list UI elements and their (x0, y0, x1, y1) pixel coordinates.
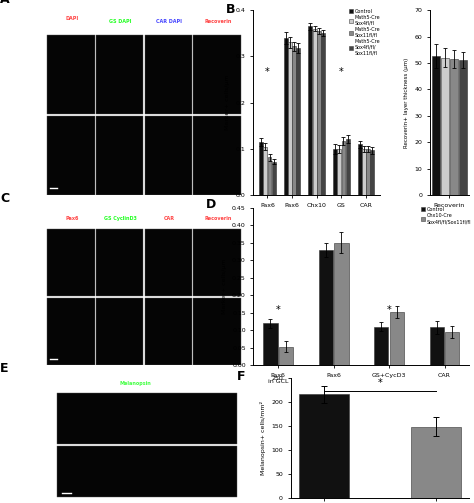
Text: *: * (265, 67, 270, 77)
FancyBboxPatch shape (96, 298, 143, 365)
Text: Control: Control (22, 256, 26, 270)
Bar (374, 326, 389, 365)
Text: F: F (237, 370, 246, 383)
Text: D: D (206, 198, 216, 211)
FancyBboxPatch shape (145, 116, 192, 195)
Legend: Control, Chx10-Cre
Sox4fl/fl/Sox11fl/fl: Control, Chx10-Cre Sox4fl/fl/Sox11fl/fl (421, 207, 471, 224)
Text: *: * (377, 378, 382, 388)
Text: C: C (0, 192, 9, 205)
Y-axis label: Recoverin+ layer thickness (μm): Recoverin+ layer thickness (μm) (404, 57, 409, 148)
Text: Melanopsin: Melanopsin (119, 381, 151, 386)
Text: Recoverin: Recoverin (204, 216, 231, 221)
Text: *: * (387, 305, 392, 315)
Bar (319, 249, 333, 365)
Bar (279, 347, 293, 365)
FancyBboxPatch shape (57, 446, 237, 497)
Bar (362, 149, 366, 195)
Text: Math5-Cre: Math5-Cre (27, 461, 30, 482)
FancyBboxPatch shape (193, 298, 241, 365)
Bar (390, 312, 404, 365)
FancyBboxPatch shape (96, 229, 143, 296)
Bar (431, 56, 440, 195)
Bar (313, 29, 317, 195)
Text: Chx10-Cre: Chx10-Cre (22, 331, 26, 353)
Bar (264, 147, 267, 195)
Bar (309, 26, 312, 195)
Text: Control: Control (27, 411, 30, 426)
Bar (321, 33, 325, 195)
FancyBboxPatch shape (96, 35, 143, 114)
FancyBboxPatch shape (47, 298, 95, 365)
FancyBboxPatch shape (193, 35, 241, 114)
Text: Math5-Cre: Math5-Cre (22, 157, 26, 178)
Bar (263, 323, 278, 365)
FancyBboxPatch shape (193, 229, 241, 296)
Text: Control: Control (22, 67, 26, 82)
Bar (441, 58, 449, 195)
Legend: Control, Math5-Cre
Sox4fl/fl, Math5-Cre
Sox11fl/fl, Math5-Cre
Sox4fl/fl/
Sox11fl: Control, Math5-Cre Sox4fl/fl, Math5-Cre … (348, 9, 380, 56)
FancyBboxPatch shape (145, 35, 192, 114)
Bar (292, 46, 296, 195)
Bar (346, 139, 349, 195)
Bar (333, 149, 337, 195)
Text: *: * (339, 67, 344, 77)
Y-axis label: Marker+ cells/μm: Marker+ cells/μm (221, 259, 227, 314)
Bar (268, 157, 272, 195)
Text: Sox4fl/fl: Sox4fl/fl (27, 472, 30, 488)
FancyBboxPatch shape (193, 116, 241, 195)
FancyBboxPatch shape (96, 116, 143, 195)
Bar (317, 31, 321, 195)
Bar (337, 149, 341, 195)
Bar (445, 332, 459, 365)
Text: Chx10 Pax6: Chx10 Pax6 (56, 25, 88, 30)
Y-axis label: Marker+ cells/μm: Marker+ cells/μm (225, 75, 230, 130)
Bar (296, 48, 300, 195)
Bar (366, 149, 370, 195)
Bar (284, 38, 288, 195)
Text: Sox4fl/fl/Sox11fl/fl: Sox4fl/fl/Sox11fl/fl (22, 160, 26, 197)
Bar (299, 394, 349, 498)
Bar (334, 242, 348, 365)
Text: Sox4fl/fl/Sox11fl/fl: Sox4fl/fl/Sox11fl/fl (22, 332, 26, 370)
Bar (429, 327, 444, 365)
Text: *: * (276, 305, 281, 315)
Text: CAR: CAR (164, 216, 174, 221)
FancyBboxPatch shape (47, 35, 95, 114)
FancyBboxPatch shape (57, 393, 237, 444)
Text: Pax6: Pax6 (65, 216, 79, 221)
Text: E: E (0, 362, 9, 375)
Text: DAPI: DAPI (65, 16, 78, 21)
Y-axis label: Melanopsin+ cells/mm²: Melanopsin+ cells/mm² (260, 401, 265, 475)
FancyBboxPatch shape (47, 229, 95, 296)
Bar (272, 161, 275, 195)
Bar (450, 59, 458, 195)
FancyBboxPatch shape (145, 229, 192, 296)
Text: Recoverin: Recoverin (204, 19, 231, 24)
Bar (370, 150, 374, 195)
Bar (259, 142, 263, 195)
Bar (459, 60, 467, 195)
Text: CAR DAPI: CAR DAPI (156, 19, 182, 24)
FancyBboxPatch shape (47, 116, 95, 195)
Bar (341, 141, 346, 195)
Text: A: A (0, 0, 9, 7)
Text: B: B (226, 3, 235, 16)
Bar (358, 144, 362, 195)
FancyBboxPatch shape (145, 298, 192, 365)
Text: GS DAPI: GS DAPI (109, 19, 132, 24)
Bar (288, 42, 292, 195)
Text: GS CyclinD3: GS CyclinD3 (104, 216, 137, 221)
Bar (410, 427, 461, 498)
